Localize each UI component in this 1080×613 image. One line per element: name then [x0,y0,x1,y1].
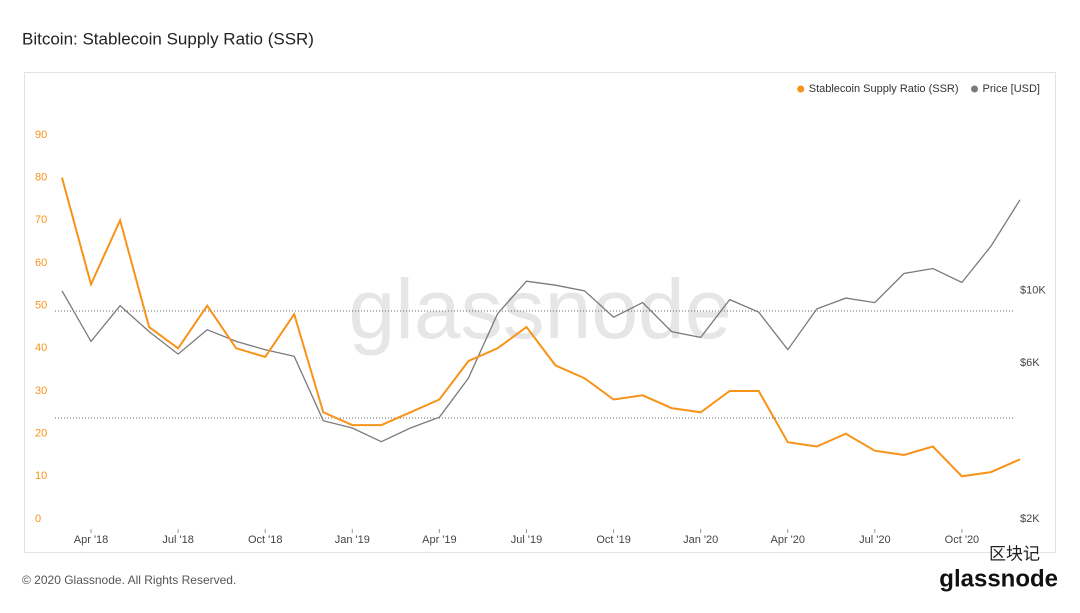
series-line [61,177,1021,478]
legend-marker [971,85,979,93]
x-tick-label: Apr '18 [74,534,109,546]
x-tick-label: Apr '19 [422,534,457,546]
x-tick-label: Apr '20 [770,534,805,546]
y-tick-label: 10 [35,470,47,482]
y-tick-label: 70 [35,214,47,226]
panel [24,72,1056,553]
x-tick-label: Jan '19 [335,534,370,546]
y-tick-label: 0 [35,513,41,525]
y-tick-label: 90 [35,129,47,141]
legend-label: Price [USD] [983,83,1040,95]
x-tick-label: Jul '19 [511,534,542,546]
brand-name: glassnode [939,565,1058,592]
chart-title: Bitcoin: Stablecoin Supply Ratio (SSR) [22,29,314,48]
watermark: glassnode [349,262,732,356]
y-tick-label: 60 [35,257,47,269]
y-tick-label: 40 [35,342,47,354]
legend-marker [797,85,805,93]
y-tick-label: 20 [35,428,47,440]
x-tick-label: Jul '18 [162,534,193,546]
x-tick-label: Jul '20 [859,534,890,546]
legend-label: Stablecoin Supply Ratio (SSR) [809,83,959,95]
x-tick-label: Jan '20 [683,534,718,546]
y2-tick-label: $6K [1020,357,1040,369]
y-tick-label: 30 [35,385,47,397]
x-tick-label: Oct '20 [945,534,980,546]
footer: © 2020 Glassnode. All Rights Reserved. [22,573,236,587]
brand-cn: 区块记 [989,544,1040,563]
y2-tick-label: $2K [1020,513,1040,525]
x-tick-label: Oct '19 [596,534,631,546]
y2-tick-label: $10K [1020,285,1046,297]
x-tick-label: Oct '18 [248,534,283,546]
series-line [61,199,1021,443]
y-tick-label: 80 [35,172,47,184]
y-tick-label: 50 [35,300,47,312]
